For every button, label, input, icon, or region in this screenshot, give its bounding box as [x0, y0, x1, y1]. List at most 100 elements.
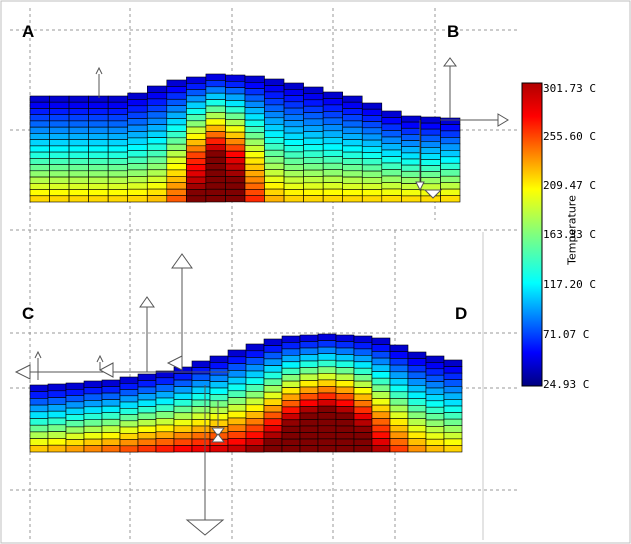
mesh-cell — [299, 406, 319, 414]
mesh-cell — [155, 417, 175, 426]
mesh-cell — [425, 368, 445, 376]
mesh-cell — [29, 404, 49, 413]
mesh-cell — [264, 124, 285, 132]
mesh-cell — [49, 108, 70, 115]
mesh-cell — [225, 125, 246, 133]
mesh-cell — [209, 381, 229, 389]
mesh-cell — [244, 138, 265, 146]
mesh-cell — [443, 399, 463, 407]
mesh-cell — [68, 189, 89, 196]
mesh-cell — [281, 342, 301, 350]
mesh-cell — [407, 424, 427, 433]
mesh-cell — [303, 131, 324, 139]
mesh-cell — [191, 360, 211, 368]
colorbar-tick: 117.20 C — [543, 278, 596, 291]
mesh-cell — [335, 419, 355, 427]
mesh-cell — [353, 438, 373, 446]
guide-lines — [10, 8, 520, 540]
mesh-cell — [119, 432, 139, 440]
mesh-cell — [299, 341, 319, 349]
mesh-cell — [147, 169, 168, 177]
mesh-cell — [186, 183, 207, 190]
mesh-cell — [101, 392, 121, 400]
mesh-cell — [137, 406, 157, 414]
mesh-cell — [49, 139, 70, 147]
mesh-cell — [166, 137, 187, 145]
mesh-cell — [440, 143, 461, 151]
mesh-cell — [186, 83, 207, 90]
label-c: C — [22, 304, 35, 323]
mesh-cell — [101, 438, 121, 446]
mesh-cell — [317, 366, 337, 374]
mesh-cell — [281, 412, 301, 420]
mesh-cell — [389, 418, 409, 426]
mesh-cell — [361, 183, 383, 190]
mesh-cell — [209, 445, 229, 453]
mesh-cell — [88, 101, 109, 109]
mesh-cell — [186, 145, 207, 153]
mesh-cell — [389, 398, 409, 406]
mesh-cell — [281, 432, 301, 440]
mesh-cell — [205, 137, 226, 145]
mesh-cell — [283, 101, 304, 109]
mesh-cell — [205, 131, 226, 139]
mesh-cell — [173, 379, 193, 387]
mesh-cell — [147, 188, 168, 196]
mesh-cell — [407, 418, 427, 426]
mesh-cell — [420, 116, 441, 124]
mesh-cell — [68, 126, 89, 134]
mesh-cell — [83, 406, 103, 414]
mesh-cell — [342, 120, 363, 128]
mesh-cell — [127, 137, 148, 145]
mesh-cell — [127, 195, 148, 203]
mesh-cell — [335, 432, 355, 440]
mesh-cell — [244, 151, 265, 159]
mesh-cell — [227, 390, 247, 398]
mesh-cell — [205, 73, 226, 81]
mesh-cell — [425, 381, 445, 389]
mesh-cell — [263, 431, 283, 440]
mesh-cell — [443, 445, 463, 453]
mesh-cell — [299, 419, 319, 427]
mesh-cell — [317, 399, 337, 407]
mesh-cell — [225, 195, 246, 203]
mesh-cell — [88, 183, 109, 190]
mesh-cell — [420, 195, 441, 203]
mesh-cell — [186, 114, 207, 122]
mesh-cell — [225, 74, 246, 82]
mesh-cell — [443, 405, 463, 413]
mesh-cell — [29, 384, 49, 392]
mesh-cell — [88, 195, 109, 203]
mesh-cell — [166, 118, 187, 126]
mesh-cell — [225, 144, 246, 152]
mesh-cell — [101, 386, 121, 394]
mesh-cell — [155, 438, 175, 446]
mesh-cell — [83, 438, 103, 446]
mesh-cell — [381, 182, 402, 190]
mesh-cell — [137, 445, 157, 453]
mesh-cell — [299, 399, 319, 407]
mesh-cell — [283, 176, 304, 184]
mesh-cell — [107, 195, 128, 203]
mesh-cell — [317, 346, 337, 355]
mesh-cell — [299, 373, 319, 381]
mesh-cell — [244, 107, 265, 115]
mesh-cell — [147, 124, 168, 132]
mesh-cell — [245, 357, 265, 365]
mesh-cell — [263, 411, 283, 420]
velocity-arrows — [14, 57, 509, 536]
mesh-cell — [155, 444, 175, 453]
mesh-cell — [342, 139, 363, 147]
mesh-cell — [88, 139, 109, 147]
mesh-cell — [263, 358, 283, 366]
mesh-cell — [101, 445, 121, 453]
mesh-cell — [245, 370, 265, 379]
mesh-cell — [283, 195, 304, 203]
mesh-cell — [88, 120, 109, 128]
mesh-cell — [173, 425, 193, 433]
mesh-cell — [47, 417, 67, 426]
mesh-cell — [29, 398, 49, 406]
mesh-cell — [127, 150, 148, 158]
mesh-cell — [191, 419, 211, 427]
mesh-cell — [283, 164, 304, 171]
